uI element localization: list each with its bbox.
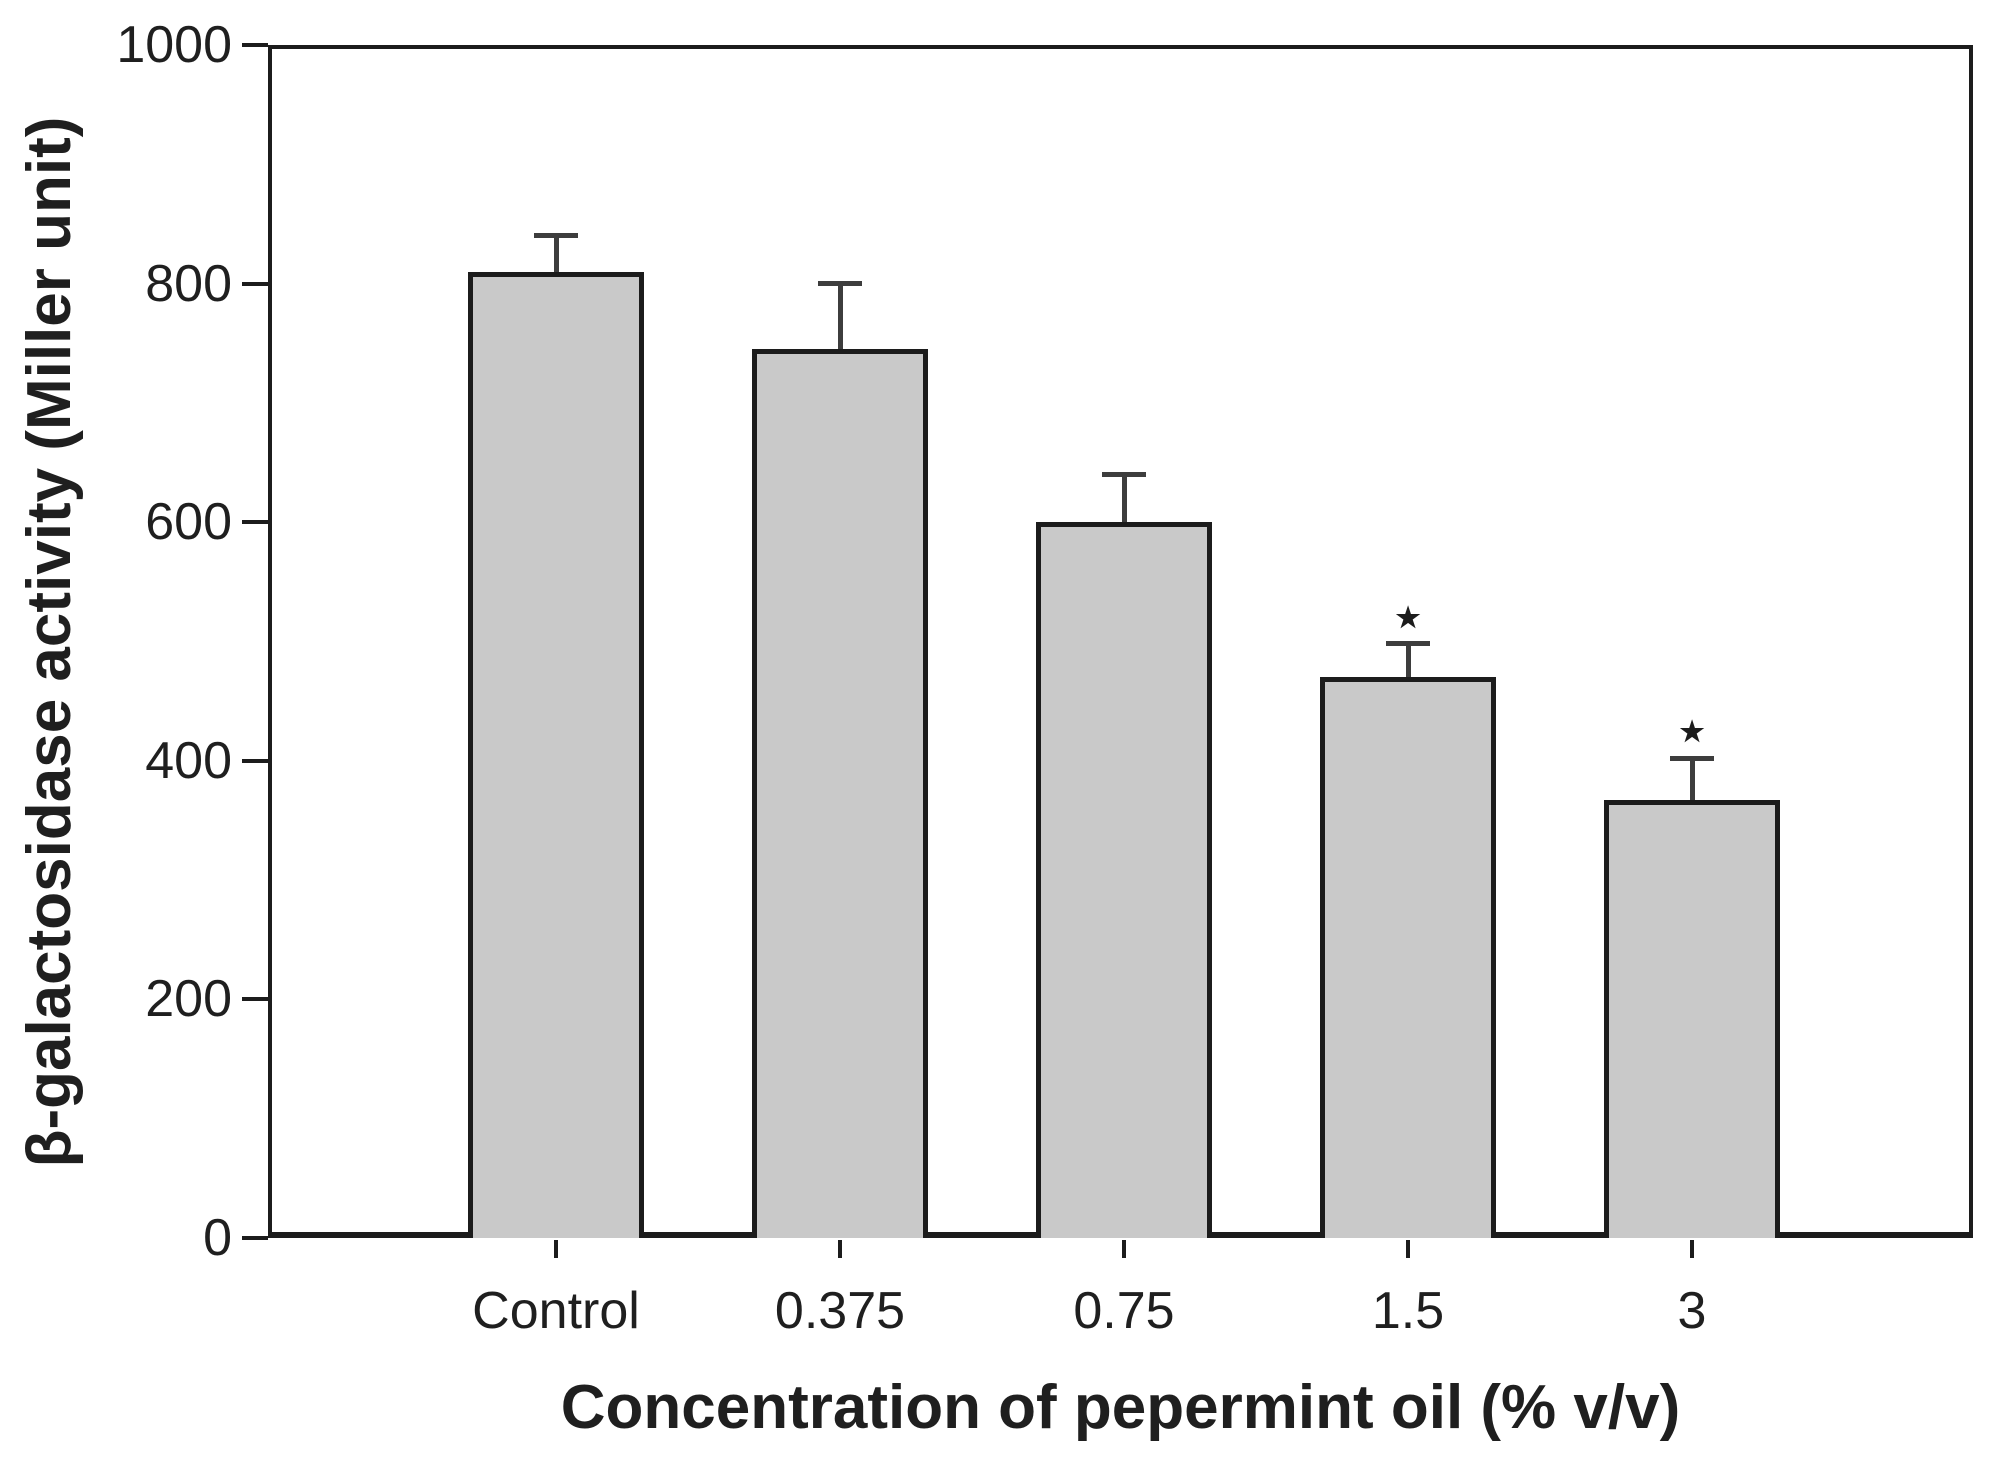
y-axis-tick-label: 200	[145, 970, 232, 1029]
y-axis-tick	[242, 281, 268, 286]
x-axis-category-label: 1.5	[1371, 1282, 1445, 1340]
bar-control	[468, 271, 644, 1238]
error-bar-cap	[818, 281, 862, 287]
significance-marker: ★	[1679, 716, 1705, 748]
significance-marker: ★	[1395, 601, 1421, 633]
y-axis-tick	[242, 758, 268, 763]
y-axis-tick	[242, 997, 268, 1002]
x-axis-category-label: Control	[472, 1282, 640, 1340]
x-axis-category-label: 0.375	[774, 1282, 906, 1340]
y-axis-title: β-galactosidase activity (Miller unit)	[15, 116, 84, 1167]
error-bar-line	[1121, 474, 1127, 523]
error-bar-line	[837, 283, 843, 350]
x-axis-title: Concentration of pepermint oil (% v/v)	[560, 1373, 1681, 1442]
x-axis-category-label: 0.75	[1073, 1282, 1175, 1340]
error-bar-line	[1405, 643, 1411, 678]
bar-0-375	[752, 349, 928, 1238]
x-axis-category-label: 3	[1677, 1282, 1707, 1340]
error-bar-line	[1689, 758, 1695, 801]
y-axis-tick-label: 600	[145, 493, 232, 552]
x-axis-tick	[1122, 1240, 1126, 1258]
y-axis-tick-label: 1000	[116, 16, 232, 74]
y-axis-tick-label: 400	[145, 731, 232, 790]
y-axis-tick	[242, 1236, 268, 1240]
bar-1-5	[1320, 677, 1496, 1238]
x-axis-tick	[1406, 1240, 1410, 1258]
error-bar-cap	[534, 233, 578, 239]
bar-3	[1604, 800, 1780, 1238]
error-bar-cap	[1670, 755, 1714, 761]
error-bar-line	[553, 235, 559, 272]
x-axis-tick	[554, 1240, 558, 1258]
y-axis-tick	[242, 43, 268, 47]
error-bar-cap	[1386, 641, 1430, 647]
x-axis-tick	[1690, 1240, 1694, 1258]
y-axis-tick-label: 800	[145, 254, 232, 313]
x-axis-tick	[838, 1240, 842, 1258]
bar-0-75	[1036, 522, 1212, 1238]
y-axis-tick-label: 0	[203, 1209, 232, 1267]
error-bar-cap	[1102, 471, 1146, 477]
y-axis-tick	[242, 520, 268, 525]
